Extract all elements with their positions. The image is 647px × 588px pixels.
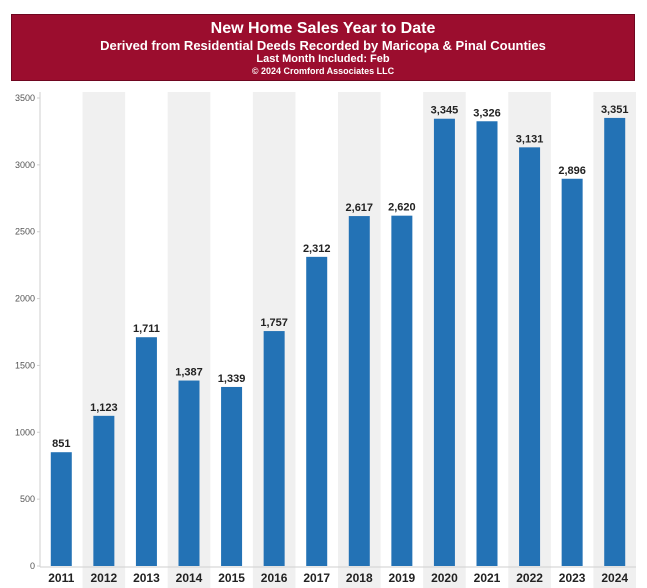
y-tick-label: 3500 — [15, 93, 35, 103]
x-tick-label-2021: 2021 — [474, 571, 501, 585]
data-label-2012: 1,123 — [90, 402, 118, 414]
data-label-2019: 2,620 — [388, 202, 416, 214]
x-tick-label-2014: 2014 — [176, 571, 203, 585]
bar-2013 — [135, 337, 157, 566]
y-tick-label: 500 — [20, 494, 35, 504]
y-tick-label: 1500 — [15, 360, 35, 370]
bar-2016 — [263, 331, 285, 566]
data-label-2020: 3,345 — [431, 105, 459, 117]
x-tick-label-2015: 2015 — [218, 571, 245, 585]
bar-2021 — [476, 121, 498, 566]
bar-2012 — [93, 415, 115, 566]
x-tick-label-2011: 2011 — [48, 571, 74, 585]
x-tick-label-2019: 2019 — [389, 571, 416, 585]
bar-2022 — [519, 147, 541, 566]
bar-2019 — [391, 215, 413, 566]
data-label-2018: 2,617 — [346, 202, 374, 214]
y-tick-label: 2000 — [15, 294, 35, 304]
data-label-2023: 2,896 — [558, 165, 586, 177]
x-tick-label-2024: 2024 — [601, 571, 628, 585]
chart-title: New Home Sales Year to Date — [210, 20, 436, 37]
data-label-2014: 1,387 — [175, 367, 203, 379]
bar-2018 — [348, 216, 370, 567]
data-label-2011: 851 — [52, 438, 70, 450]
y-tick-label: 3000 — [15, 160, 35, 170]
bar-2017 — [306, 256, 328, 566]
chart-header: New Home Sales Year to Date Derived from… — [11, 14, 635, 81]
data-label-2021: 3,326 — [473, 107, 501, 119]
last-month-note: Last Month Included: Feb — [256, 53, 390, 65]
x-tick-label-2017: 2017 — [303, 571, 330, 585]
bar-2015 — [221, 386, 243, 566]
data-label-2024: 3,351 — [601, 104, 629, 116]
x-tick-label-2013: 2013 — [133, 571, 160, 585]
x-tick-label-2020: 2020 — [431, 571, 458, 585]
bar-2020 — [433, 118, 455, 567]
x-tick-label-2023: 2023 — [559, 571, 586, 585]
bar-2024 — [604, 117, 626, 566]
x-tick-label-2022: 2022 — [516, 571, 543, 585]
data-label-2022: 3,131 — [516, 133, 544, 145]
y-tick-label: 1000 — [15, 427, 35, 437]
x-tick-label-2018: 2018 — [346, 571, 373, 585]
bar-2023 — [561, 178, 583, 566]
x-tick-label-2016: 2016 — [261, 571, 288, 585]
x-tick-label-2012: 2012 — [91, 571, 118, 585]
chart-subtitle: Derived from Residential Deeds Recorded … — [100, 38, 546, 53]
data-label-2013: 1,711 — [133, 323, 160, 335]
data-label-2016: 1,757 — [260, 317, 288, 329]
bar-2014 — [178, 380, 200, 566]
copyright-note: © 2024 Cromford Associates LLC — [251, 66, 395, 76]
data-label-2017: 2,312 — [303, 243, 331, 255]
bar-2011 — [50, 452, 72, 566]
y-tick-label: 2500 — [15, 227, 35, 237]
data-label-2015: 1,339 — [218, 373, 246, 385]
y-tick-label: 0 — [30, 561, 35, 571]
